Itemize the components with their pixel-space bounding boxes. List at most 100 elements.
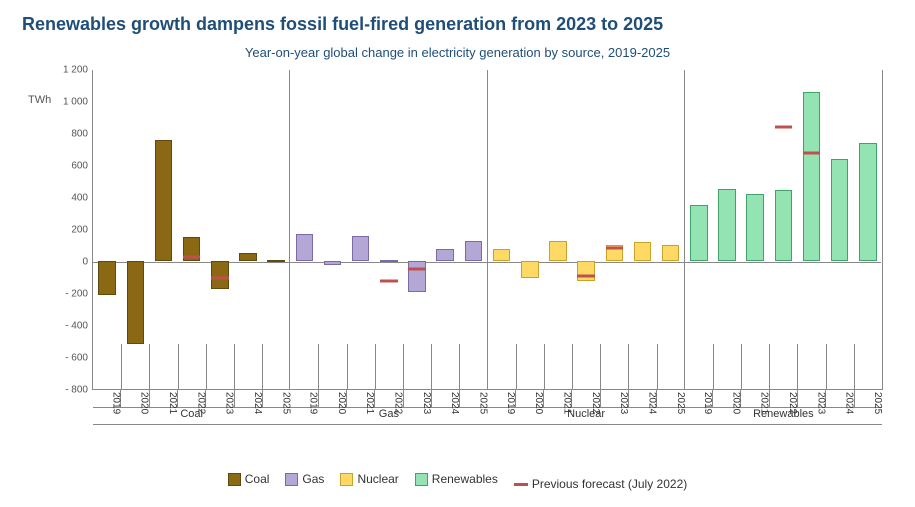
bar [267,260,284,262]
ytick: - 200 [65,289,88,300]
forecast-swatch [514,483,528,486]
bar [493,249,510,262]
year-label: 2021 [544,390,572,407]
forecast-mark [606,246,623,249]
bar [775,190,792,262]
year-label: 2020 [516,390,544,407]
ytick: 1 000 [63,97,88,108]
legend-label: Renewables [432,472,498,486]
bar [465,241,482,262]
bar [831,159,848,261]
year-label: 2020 [713,390,741,407]
legend-swatch [340,473,353,486]
group-nuclear: 2019202020212022202320242025Nuclear [487,70,685,390]
year-label: 2019 [93,390,121,407]
ytick: 600 [71,161,88,172]
legend-label: Previous forecast (July 2022) [532,477,687,491]
tick-line [516,344,517,389]
bar [380,260,397,262]
chart-subtitle: Year-on-year global change in electricit… [0,35,915,60]
bar [521,261,538,278]
year-label: 2021 [347,390,375,407]
plot-area: 2019202020212022202320242025Coal20192020… [92,70,881,390]
year-label: 2021 [150,390,178,407]
bar [436,249,453,262]
year-label: 2024 [629,390,657,407]
tick-line [262,344,263,389]
bar [155,140,172,261]
bar [549,241,566,261]
year-label: 2024 [826,390,854,407]
legend-swatch [228,473,241,486]
plot-wrap: TWh 2019202020212022202320242025Coal2019… [30,70,885,430]
year-label: 2023 [601,390,629,407]
bar [239,253,256,262]
year-label: 2022 [375,390,403,407]
year-label: 2019 [685,390,713,407]
ytick: 1 200 [63,65,88,76]
year-label: 2025 [460,390,487,407]
tick-line [149,344,150,389]
bar [803,92,820,262]
tick-line [375,344,376,389]
tick-line [403,344,404,389]
tick-line [347,344,348,389]
ytick: 400 [71,193,88,204]
ytick: - 600 [65,353,88,364]
legend-item: Nuclear [340,472,398,486]
bar [211,261,228,288]
forecast-mark [775,125,792,128]
legend-item: Gas [285,472,324,486]
tick-line [741,344,742,389]
legend-label: Coal [245,472,270,486]
legend-label: Gas [302,472,324,486]
year-label: 2020 [319,390,347,407]
year-label: 2020 [121,390,149,407]
bar [408,261,425,291]
year-label: 2021 [741,390,769,407]
tick-line [121,344,122,389]
bar [98,261,115,294]
tick-line [459,344,460,389]
year-label: 2024 [432,390,460,407]
group-gas: 2019202020212022202320242025Gas [289,70,487,390]
bar [718,189,735,262]
forecast-mark [408,267,425,270]
ytick: 0 [82,257,88,268]
tick-line [178,344,179,389]
tick-line [544,344,545,389]
year-label: 2023 [206,390,234,407]
tick-line [769,344,770,389]
year-label: 2023 [798,390,826,407]
chart-title: Renewables growth dampens fossil fuel-fi… [0,0,915,35]
year-label: 2022 [572,390,600,407]
legend-item-forecast: Previous forecast (July 2022) [514,477,687,491]
group-label: Gas [290,406,487,425]
group-label: Nuclear [488,406,685,425]
year-label: 2024 [235,390,263,407]
group-label: Coal [93,406,290,425]
legend-item: Renewables [415,472,498,486]
year-label: 2022 [770,390,798,407]
bar [127,261,144,344]
ytick: - 400 [65,321,88,332]
group-renewables: 2019202020212022202320242025Renewables [684,70,883,390]
bar [662,245,679,261]
legend-swatch [285,473,298,486]
bar [746,194,763,262]
bar [634,242,651,261]
ytick: 800 [71,129,88,140]
ytick: - 800 [65,385,88,396]
tick-line [854,344,855,389]
forecast-mark [380,280,397,283]
bar [324,261,341,265]
bar [690,205,707,262]
legend-swatch [415,473,428,486]
bar [859,143,876,261]
bar [352,236,369,262]
tick-line [713,344,714,389]
tick-line [318,344,319,389]
year-label: 2023 [404,390,432,407]
legend-item: Coal [228,472,270,486]
bar [296,234,313,261]
